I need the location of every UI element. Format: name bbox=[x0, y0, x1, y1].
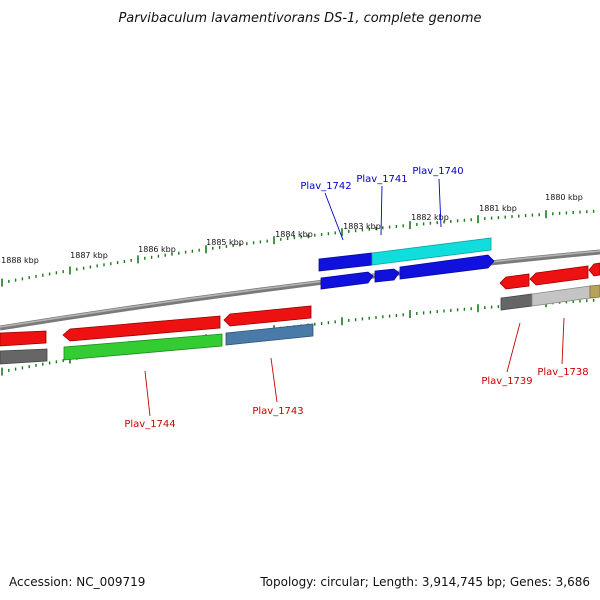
label-plav-1741[interactable]: Plav_1741 bbox=[356, 174, 407, 185]
gene-khaki-right[interactable] bbox=[589, 284, 600, 299]
gene-lightgray-right[interactable] bbox=[531, 285, 591, 307]
reverse-genes bbox=[0, 262, 600, 365]
accession-text: Accession: NC_009719 bbox=[9, 575, 145, 589]
gene-green[interactable] bbox=[63, 333, 223, 361]
gene-darkgray-right[interactable] bbox=[500, 293, 533, 311]
genome-backbone bbox=[0, 249, 600, 331]
map-title: Parvibaculum lavamentivorans DS-1, compl… bbox=[118, 11, 481, 26]
label-plav-1739[interactable]: Plav_1739 bbox=[481, 376, 532, 387]
gene-plav-1740[interactable] bbox=[399, 254, 495, 280]
kbp-label-1885: 1885 kbp bbox=[206, 238, 244, 247]
gene-steel-blue[interactable] bbox=[225, 323, 314, 346]
gene-blue-arrow-2[interactable] bbox=[374, 268, 400, 283]
gene-plav-1738[interactable] bbox=[529, 265, 589, 286]
upper-tick-track bbox=[1, 209, 595, 287]
label-plav-1740[interactable]: Plav_1740 bbox=[412, 166, 463, 177]
kbp-label-1888: 1888 kbp bbox=[1, 256, 39, 265]
kbp-label-1881: 1881 kbp bbox=[479, 204, 517, 213]
forward-genes bbox=[318, 237, 495, 290]
gene-plav-1742[interactable] bbox=[318, 252, 373, 272]
gene-plav-1739[interactable] bbox=[499, 273, 530, 290]
gene-plav-1741[interactable] bbox=[371, 237, 492, 266]
gene-red-left-partial[interactable] bbox=[0, 330, 47, 347]
kbp-label-1882: 1882 kbp bbox=[411, 213, 449, 222]
kbp-label-1887: 1887 kbp bbox=[70, 251, 108, 260]
forward-leader-lines bbox=[324, 178, 442, 241]
genome-backbone-highlight bbox=[0, 250, 600, 328]
gene-red-right-partial[interactable] bbox=[588, 262, 600, 277]
kbp-label-1880: 1880 kbp bbox=[545, 193, 583, 202]
label-plav-1738[interactable]: Plav_1738 bbox=[537, 367, 588, 378]
gene-plav-1744[interactable] bbox=[62, 315, 221, 342]
label-plav-1744[interactable]: Plav_1744 bbox=[124, 419, 175, 430]
kbp-label-1883: 1883 kbp bbox=[343, 222, 381, 231]
reverse-leader-lines bbox=[144, 317, 565, 417]
gene-plav-1743[interactable] bbox=[223, 305, 312, 327]
gene-gray-left-partial[interactable] bbox=[0, 348, 48, 365]
gene-blue-arrow-1[interactable] bbox=[320, 271, 374, 290]
label-plav-1743[interactable]: Plav_1743 bbox=[252, 406, 303, 417]
label-plav-1742[interactable]: Plav_1742 bbox=[300, 181, 351, 192]
genome-summary-text: Topology: circular; Length: 3,914,745 bp… bbox=[259, 575, 590, 589]
kbp-label-1884: 1884 kbp bbox=[275, 230, 313, 239]
kbp-label-1886: 1886 kbp bbox=[138, 245, 176, 254]
